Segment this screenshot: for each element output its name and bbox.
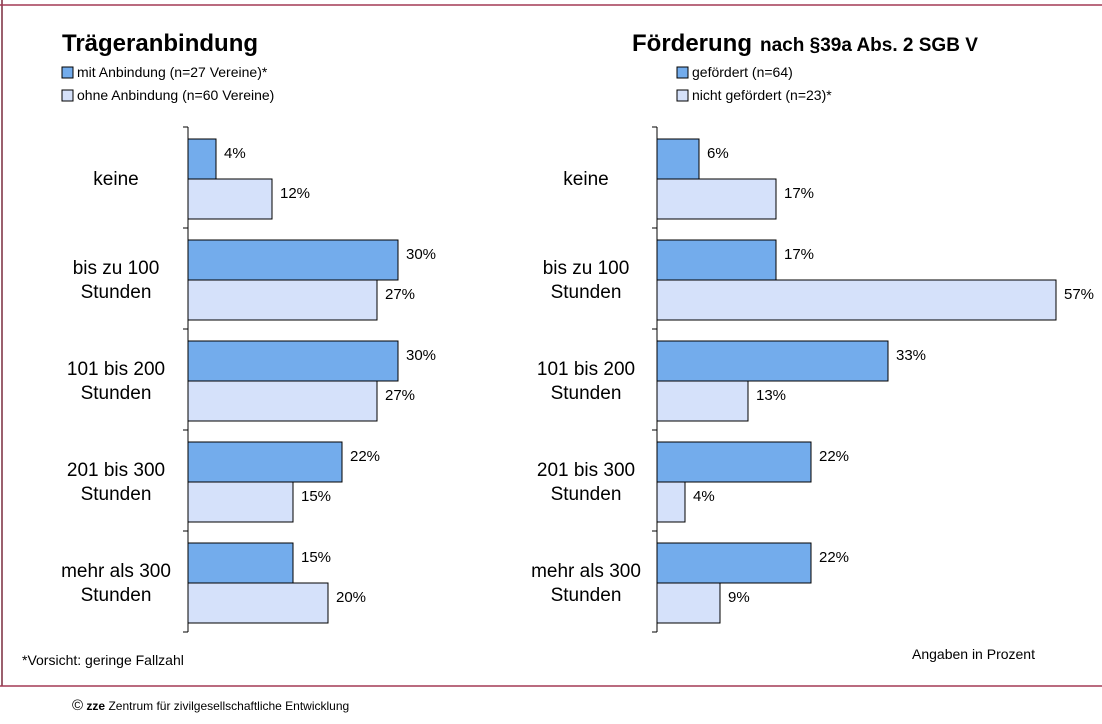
value-label: 30% (406, 246, 436, 263)
value-label: 6% (707, 145, 729, 162)
legend-swatch (61, 89, 74, 102)
bar (656, 279, 1057, 321)
bar (187, 178, 273, 220)
value-label: 27% (385, 286, 415, 303)
annotation: Angaben in Prozent (912, 646, 1035, 662)
footer: © zze Zentrum für zivilgesellschaftliche… (72, 697, 349, 714)
bar (187, 380, 378, 422)
bar (187, 340, 399, 382)
bar (187, 441, 343, 483)
legend-label: ohne Anbindung (n=60 Vereine) (77, 87, 275, 103)
value-label: 4% (693, 488, 715, 505)
bar (187, 138, 217, 180)
bar (656, 582, 721, 624)
category-label: bis zu 100 Stunden (542, 257, 630, 303)
value-label: 4% (224, 145, 246, 162)
value-label: 33% (896, 347, 926, 364)
bar (656, 441, 812, 483)
bar (656, 380, 749, 422)
category-label: 201 bis 300 Stunden (66, 459, 166, 505)
annotation: *Vorsicht: geringe Fallzahl (22, 652, 184, 668)
bar (656, 239, 777, 281)
bar (187, 582, 329, 624)
bar (656, 542, 812, 584)
value-label: 15% (301, 549, 331, 566)
bar (187, 239, 399, 281)
bar (656, 138, 700, 180)
value-label: 20% (336, 589, 366, 606)
value-label: 22% (350, 448, 380, 465)
value-label: 9% (728, 589, 750, 606)
value-label: 17% (784, 185, 814, 202)
legend-swatch (676, 66, 689, 79)
category-label: keine (563, 168, 609, 190)
legend-swatch (61, 66, 74, 79)
value-label: 22% (819, 549, 849, 566)
title: Förderung (632, 30, 752, 57)
category-label: 101 bis 200 Stunden (66, 358, 166, 404)
bar (187, 481, 294, 523)
bar (187, 542, 294, 584)
value-label: 27% (385, 387, 415, 404)
bar (656, 178, 777, 220)
bar (656, 481, 686, 523)
chart-title: Trägeranbindung (62, 30, 258, 58)
bar (187, 279, 378, 321)
legend-label: nicht gefördert (n=23)* (692, 87, 832, 103)
value-label: 57% (1064, 286, 1094, 303)
category-label: mehr als 300 Stunden (531, 560, 641, 606)
footer-brand: zze (86, 699, 106, 713)
chart-title: Förderung nach §39a Abs. 2 SGB V (632, 30, 978, 58)
footer-text: Zentrum für zivilgesellschaftliche Entwi… (108, 699, 350, 713)
value-label: 13% (756, 387, 786, 404)
title: Trägeranbindung (62, 30, 259, 57)
legend-label: mit Anbindung (n=27 Vereine)* (77, 64, 268, 80)
subtitle: nach §39a Abs. 2 SGB V (760, 35, 978, 56)
category-label: bis zu 100 Stunden (72, 257, 160, 303)
value-label: 30% (406, 347, 436, 364)
value-label: 22% (819, 448, 849, 465)
category-label: keine (93, 168, 139, 190)
legend-swatch (676, 89, 689, 102)
value-label: 17% (784, 246, 814, 263)
category-label: mehr als 300 Stunden (61, 560, 171, 606)
category-label: 201 bis 300 Stunden (536, 459, 636, 505)
category-label: 101 bis 200 Stunden (536, 358, 636, 404)
bar (656, 340, 889, 382)
value-label: 15% (301, 488, 331, 505)
footer-symbol: © (72, 697, 84, 714)
value-label: 12% (280, 185, 310, 202)
legend-label: gefördert (n=64) (692, 64, 793, 80)
